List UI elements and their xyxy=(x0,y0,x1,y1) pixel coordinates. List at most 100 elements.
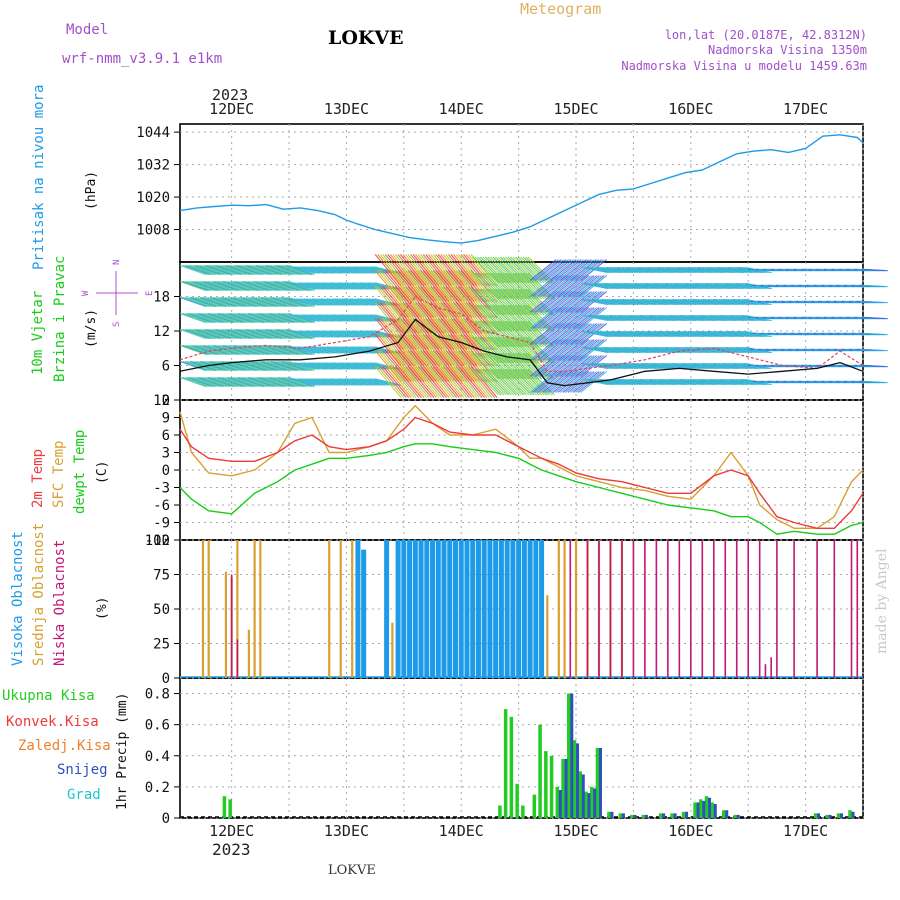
wind-barb xyxy=(392,366,420,398)
wind-barb xyxy=(331,298,359,306)
bottom-day-label: 14DEC xyxy=(439,822,484,840)
wind-barb xyxy=(495,288,522,316)
snow-bar xyxy=(644,814,648,818)
snow-bar xyxy=(851,811,855,818)
wind-barb xyxy=(339,298,366,306)
wind-barb xyxy=(197,312,224,324)
wind-barb xyxy=(296,362,323,370)
wind-barb xyxy=(182,264,209,276)
model-elevation-text: Nadmorska Visina u modelu 1459.63m xyxy=(621,59,867,73)
wind-barb xyxy=(215,264,242,276)
wind-barb xyxy=(245,264,272,276)
total-precip-bar xyxy=(722,810,726,818)
wind-barb xyxy=(329,362,356,370)
total-precip-bar xyxy=(681,811,686,818)
wind-barb xyxy=(225,280,252,292)
wind-barb xyxy=(220,376,247,388)
wind-barb xyxy=(314,298,341,306)
top-day-label: 15DEC xyxy=(553,100,598,118)
wind-barb xyxy=(260,360,287,372)
precip-label-frz: Zaledj.Kisa xyxy=(18,738,111,754)
wind-barb xyxy=(237,376,265,388)
low-cloud-bar xyxy=(776,540,778,678)
wind-barb xyxy=(250,344,277,356)
wind-barb xyxy=(210,328,237,340)
wind-barb xyxy=(275,264,303,276)
wind-barb xyxy=(577,291,605,313)
y-tick-label: 6 xyxy=(162,359,170,375)
wind-barb xyxy=(220,264,247,276)
wind-barb xyxy=(326,378,354,386)
y-tick-label: 0.4 xyxy=(145,749,170,765)
wind-barb xyxy=(263,328,290,340)
wind-barb xyxy=(861,300,888,304)
wind-barb xyxy=(280,312,308,324)
wind-barb xyxy=(189,376,217,388)
high-cloud-bar xyxy=(539,540,545,678)
wind-barb xyxy=(309,298,336,306)
wind-barb xyxy=(484,336,512,364)
snow-bar xyxy=(725,810,729,818)
wind-barb xyxy=(490,352,517,380)
wind-barb xyxy=(562,307,590,329)
wind-barb xyxy=(479,320,507,348)
wind-barb xyxy=(326,282,354,290)
y-tick-label: 25 xyxy=(153,637,170,653)
wind-barb xyxy=(306,282,333,290)
wind-barb xyxy=(309,346,336,354)
wind-barb xyxy=(230,328,257,340)
wind-barb xyxy=(861,316,888,320)
wind-barb xyxy=(242,328,270,340)
wind-barb xyxy=(326,298,354,306)
wind-barb xyxy=(341,330,369,338)
wind-barbs xyxy=(179,254,888,398)
wind-barb xyxy=(334,298,361,306)
wind-barb xyxy=(265,328,293,340)
wind-barb xyxy=(347,378,374,386)
wind-barb xyxy=(364,378,391,386)
y-tick-label: 0.8 xyxy=(145,687,170,703)
wind-barb xyxy=(309,314,336,322)
total-precip-bar xyxy=(618,813,623,818)
wind-barb xyxy=(324,362,351,370)
wind-barb xyxy=(240,360,267,372)
wind-barb xyxy=(179,376,207,388)
low-cloud-bar xyxy=(598,540,600,678)
wind-barb xyxy=(265,376,293,388)
wind-barb xyxy=(205,312,232,324)
wind-barb xyxy=(336,266,364,274)
wind-barb xyxy=(316,314,343,322)
wind-barb xyxy=(187,264,214,276)
wind-barb xyxy=(273,328,300,340)
wind-barb xyxy=(347,362,374,370)
wind-barb xyxy=(217,328,245,340)
total-precip-bar xyxy=(670,813,674,818)
wind-barb xyxy=(278,312,305,324)
wind-barb xyxy=(253,344,280,356)
low-cloud-bar xyxy=(569,540,572,678)
wind-barb xyxy=(314,282,341,290)
wind-barb xyxy=(477,336,505,364)
wind-barb xyxy=(492,368,520,396)
cloud-label-mid: Srednja Oblacnost xyxy=(31,523,47,666)
wind-barb xyxy=(570,371,597,393)
wind-barb xyxy=(237,360,265,372)
wind-barb xyxy=(248,360,275,372)
wind-barb xyxy=(341,266,369,274)
snow-bar xyxy=(558,790,562,818)
total-precip-bar xyxy=(228,799,232,818)
wind-barb xyxy=(227,328,255,340)
wind-barb xyxy=(567,307,595,329)
wind-barb xyxy=(250,280,277,292)
wind-barb xyxy=(215,280,242,292)
wind-barb xyxy=(237,264,265,276)
wind-barb xyxy=(265,360,293,372)
wind-barb xyxy=(382,366,410,398)
wind-barb xyxy=(304,362,331,370)
wind-barb xyxy=(273,376,300,388)
wind-barb xyxy=(212,296,240,308)
wind-barb xyxy=(296,314,323,322)
wind-barb xyxy=(344,314,371,322)
wind-barb xyxy=(447,366,475,398)
pressure-title: Pritisak na nivou mora xyxy=(31,85,47,270)
